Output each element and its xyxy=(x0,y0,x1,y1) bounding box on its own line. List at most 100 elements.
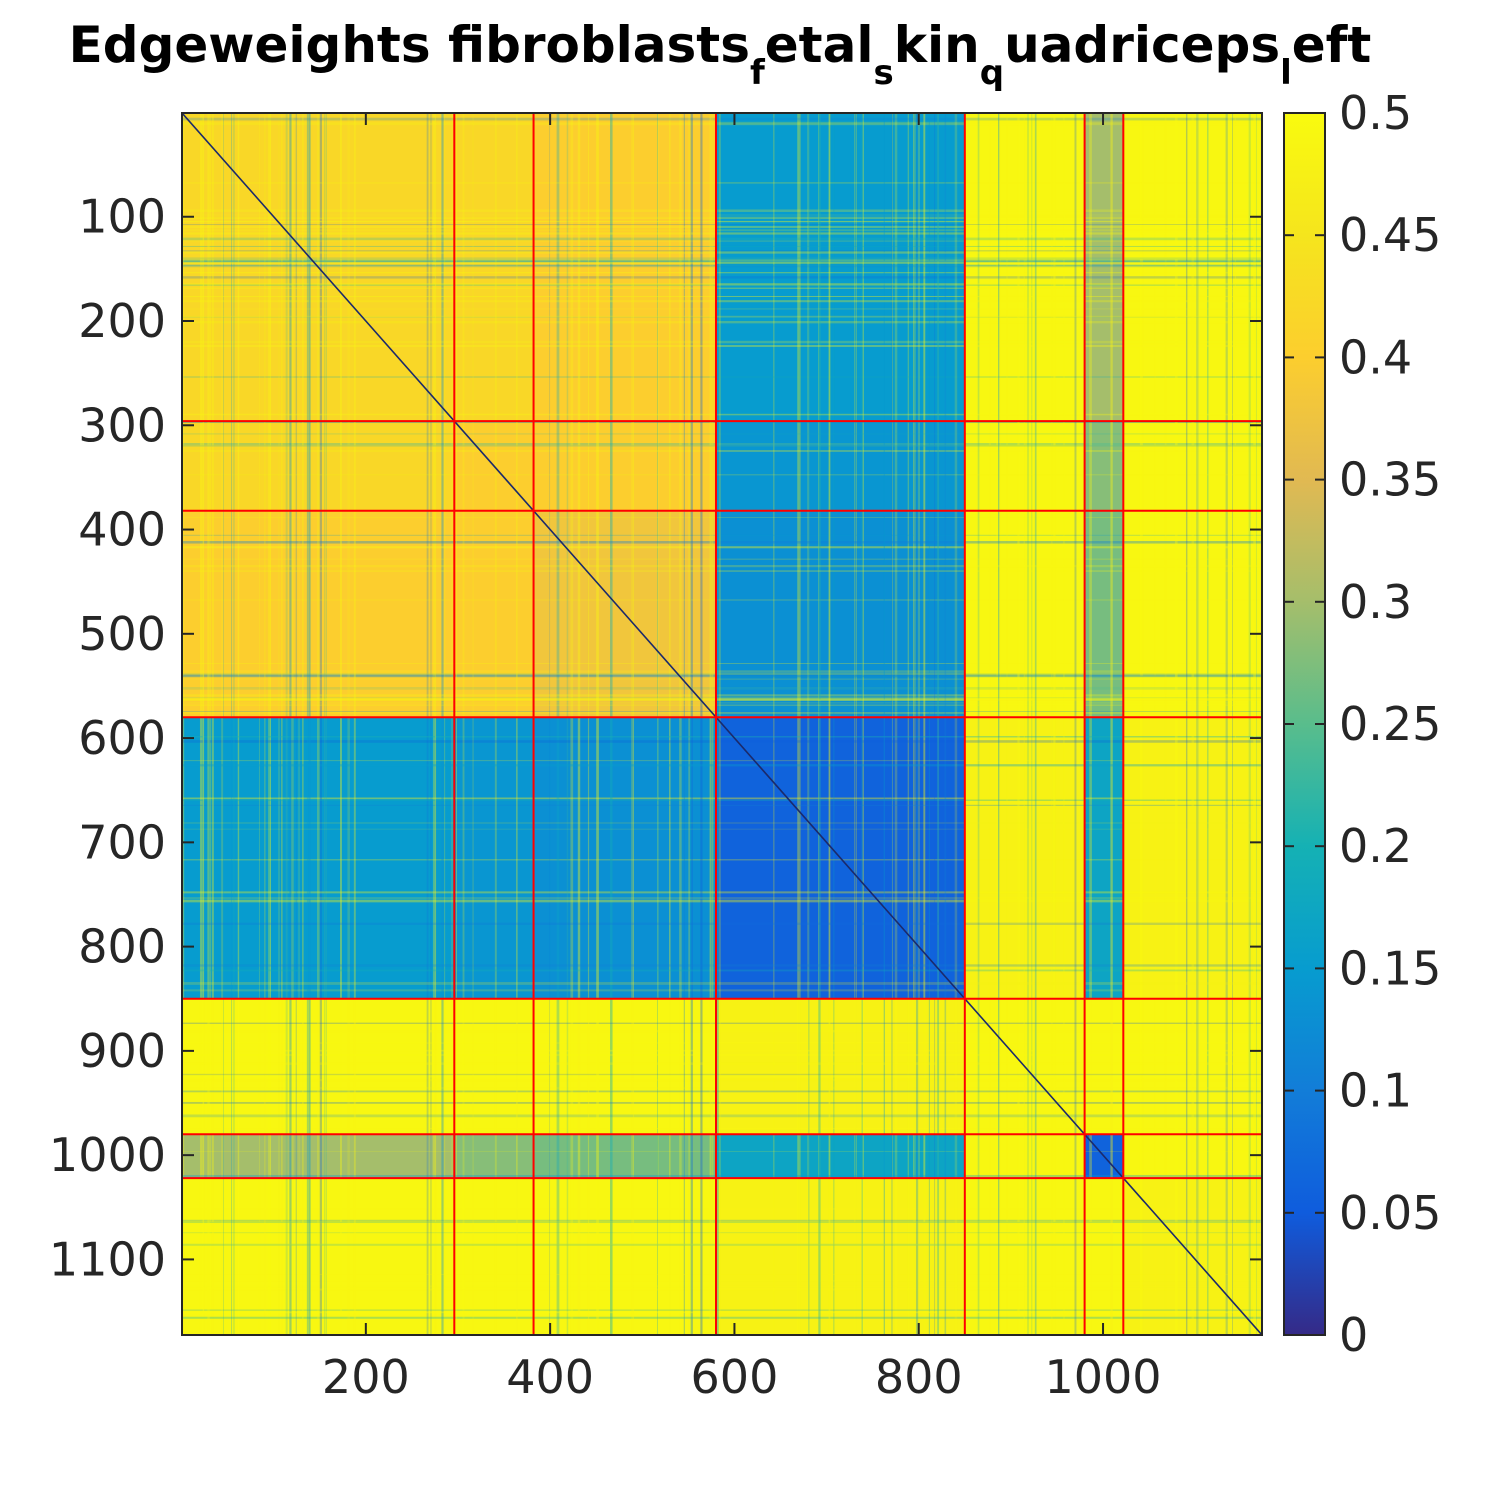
heatmap-stripe xyxy=(231,113,233,1335)
colorbar-tick-label: 0 xyxy=(1339,1308,1368,1362)
heatmap-stripe xyxy=(182,1049,1262,1052)
heatmap-stripe xyxy=(182,217,1262,219)
heatmap-stripe xyxy=(182,264,1262,267)
heatmap-stripe xyxy=(182,113,185,1335)
heatmap-diagonal xyxy=(182,113,1262,1335)
heatmap-stripe xyxy=(182,121,1262,124)
heatmap-stripe xyxy=(182,1022,1262,1024)
heatmap-stripe xyxy=(182,698,1262,701)
heatmap-stripe xyxy=(669,113,671,1335)
heatmap-stripe xyxy=(182,1074,1262,1078)
heatmap-stripe xyxy=(182,704,1262,706)
heatmap-stripe xyxy=(182,1232,1262,1234)
y-tick-label: 700 xyxy=(78,815,166,869)
heatmap-stripe xyxy=(258,113,261,1335)
title-part: Edgeweights fibroblasts xyxy=(69,16,750,74)
heatmap-stripe xyxy=(182,1219,1262,1222)
heatmap-stripe xyxy=(182,899,1262,903)
heatmap-stripe xyxy=(1207,113,1209,1335)
heatmap-cell xyxy=(182,998,455,1135)
heatmap-stripe xyxy=(182,678,1262,680)
heatmap-stripe xyxy=(818,113,820,1335)
heatmap-stripe xyxy=(182,546,1262,549)
heatmap-stripe xyxy=(456,113,457,1335)
heatmap-stripe xyxy=(270,113,271,1335)
heatmap-stripe xyxy=(340,113,342,1335)
colorbar-tick-label: 0.3 xyxy=(1339,575,1412,629)
heatmap-stripe xyxy=(182,1030,1262,1033)
heatmap-stripe xyxy=(182,445,1262,447)
heatmap-cell xyxy=(182,510,455,718)
heatmap-stripe xyxy=(182,260,1262,263)
heatmap-stripe xyxy=(688,113,690,1335)
heatmap-stripe xyxy=(324,113,326,1335)
heatmap-cell xyxy=(533,113,717,422)
heatmap-stripe xyxy=(182,697,1262,699)
colorbar-ticks: 0 0.05 0.1 0.15 0.2 0.25 0.3 0.35 0.4 0.45 0.5 xyxy=(1284,86,1441,1362)
heatmap-stripe xyxy=(182,1208,1262,1210)
heatmap-stripe xyxy=(444,113,446,1335)
heatmap-stripe xyxy=(182,1090,1262,1093)
x-tick-label: 1000 xyxy=(1045,1350,1162,1404)
heatmap-stripe xyxy=(934,113,936,1335)
heatmap-stripe xyxy=(182,1054,1262,1056)
heatmap-stripe xyxy=(281,113,283,1335)
heatmap-stripe xyxy=(182,251,1262,253)
heatmap-cell xyxy=(964,1134,1086,1179)
heatmap-stripe xyxy=(326,113,327,1335)
title-part: etal xyxy=(765,16,874,74)
heatmap-stripe xyxy=(1017,113,1020,1335)
title-part: kin xyxy=(894,16,980,74)
heatmap-stripe xyxy=(182,759,1262,762)
heatmap-stripe xyxy=(182,1079,1262,1082)
heatmap-stripe xyxy=(182,822,1262,824)
heatmap-stripe xyxy=(954,113,958,1335)
heatmap-stripe xyxy=(182,295,1262,297)
heatmap-cell xyxy=(716,998,966,1135)
x-tick-label: 800 xyxy=(875,1350,963,1404)
heatmap-stripe xyxy=(182,663,1262,664)
heatmap-stripe xyxy=(182,964,1262,967)
heatmap-stripe xyxy=(285,113,288,1335)
heatmap-stripe xyxy=(182,897,1262,899)
heatmap-stripe xyxy=(182,226,1262,228)
y-tick-label: 400 xyxy=(78,503,166,557)
heatmap-stripe xyxy=(353,113,356,1335)
heatmap-stripe xyxy=(182,216,1262,218)
heatmap-stripe xyxy=(221,113,224,1335)
heatmap-stripe xyxy=(997,113,1000,1335)
heatmap-stripe xyxy=(182,344,1262,348)
heatmap-stripe xyxy=(182,252,1262,254)
heatmap-stripe xyxy=(182,534,1262,536)
heatmap-stripe xyxy=(237,113,240,1335)
heatmap-stripe xyxy=(718,113,721,1335)
heatmap-stripe xyxy=(182,712,1262,714)
heatmap-stripe xyxy=(295,113,297,1335)
heatmap-stripe xyxy=(223,113,224,1335)
heatmap-cell xyxy=(1123,717,1262,1000)
heatmap-cell xyxy=(182,1134,455,1179)
heatmap-stripe xyxy=(182,433,1262,435)
heatmap-cell xyxy=(716,421,966,512)
heatmap-stripe xyxy=(1248,113,1251,1335)
heatmap-stripe xyxy=(182,982,1262,985)
heatmap-stripe xyxy=(317,113,320,1335)
heatmap-stripe xyxy=(182,259,1262,261)
heatmap-stripe xyxy=(182,735,1262,738)
colorbar-tick-label: 0.05 xyxy=(1339,1186,1441,1240)
heatmap-cell xyxy=(1084,1178,1124,1335)
heatmap-stripe xyxy=(1253,113,1256,1335)
heatmap-stripe xyxy=(716,113,719,1335)
heatmap-cell xyxy=(454,113,535,422)
title-part: uadriceps xyxy=(1004,16,1280,74)
heatmap-cell xyxy=(964,1178,1086,1335)
heatmap-stripe xyxy=(833,113,835,1335)
heatmap-stripe xyxy=(182,686,1262,690)
heatmap-stripe xyxy=(182,1101,1262,1104)
heatmap-cell xyxy=(1084,717,1124,1000)
heatmap-stripe xyxy=(1234,113,1236,1335)
heatmap xyxy=(182,113,1262,1335)
heatmap-stripe xyxy=(596,113,599,1335)
heatmap-stripe xyxy=(1185,113,1188,1335)
